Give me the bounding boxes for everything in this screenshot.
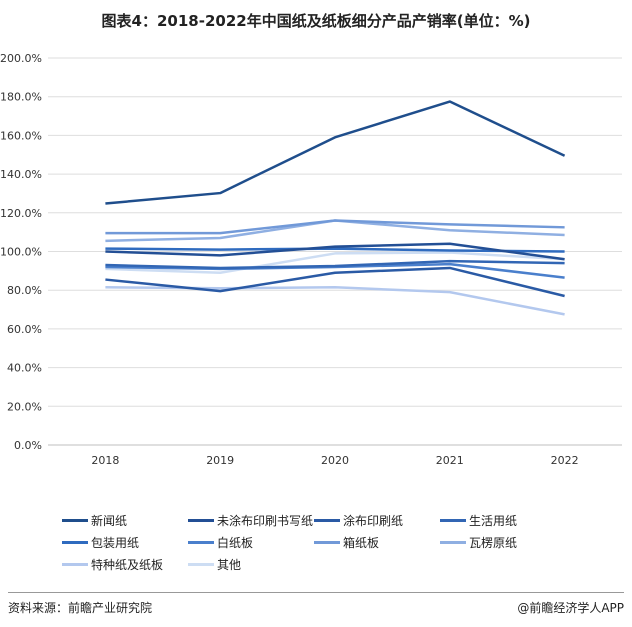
- legend-label: 未涂布印刷书写纸: [217, 513, 314, 528]
- legend-swatch: [188, 540, 214, 544]
- legend-swatch: [440, 540, 466, 544]
- legend-item: 白纸板: [188, 534, 253, 550]
- legend-item: 涂布印刷纸: [314, 512, 403, 528]
- series-lines: [105, 100, 566, 316]
- legend-item: 包装用纸: [62, 534, 139, 550]
- y-tick-label: 140.0%: [0, 168, 42, 181]
- legend-item: 箱纸板: [314, 534, 379, 550]
- legend-swatch: [314, 540, 340, 544]
- x-tick-label: 2020: [321, 454, 349, 467]
- legend-label: 生活用纸: [469, 513, 518, 528]
- x-tick-label: 2021: [436, 454, 464, 467]
- legend-label: 瓦楞原纸: [469, 535, 518, 550]
- y-tick-label: 0.0%: [14, 439, 42, 452]
- legend-swatch: [62, 562, 88, 566]
- x-axis-ticks: 2018 2019 2020 2021 2022: [91, 454, 578, 467]
- legend-item: 未涂布印刷书写纸: [188, 512, 313, 528]
- legend-swatch: [188, 518, 214, 522]
- source-note: 资料来源：前瞻产业研究院: [8, 601, 153, 615]
- y-tick-label: 100.0%: [0, 246, 42, 259]
- legend-item: 新闻纸: [62, 512, 127, 528]
- legend-swatch: [188, 562, 214, 566]
- legend-item: 生活用纸: [440, 512, 517, 528]
- gridlines: [48, 57, 622, 446]
- y-tick-label: 180.0%: [0, 91, 42, 104]
- y-tick-label: 200.0%: [0, 52, 42, 65]
- series-line-包装用纸: [105, 247, 565, 253]
- legend-label: 包装用纸: [91, 535, 140, 550]
- y-tick-label: 60.0%: [7, 323, 42, 336]
- legend-swatch: [440, 518, 466, 522]
- legend-item: 特种纸及纸板: [62, 556, 163, 572]
- x-tick-label: 2018: [91, 454, 119, 467]
- y-tick-label: 160.0%: [0, 129, 42, 142]
- series-line-箱纸板: [105, 219, 565, 235]
- legend-label: 特种纸及纸板: [91, 557, 164, 572]
- x-tick-label: 2022: [551, 454, 579, 467]
- legend-item: 瓦楞原纸: [440, 534, 517, 550]
- legend-swatch: [314, 518, 340, 522]
- legend-label: 新闻纸: [91, 513, 128, 528]
- chart-title: 图表4：2018-2022年中国纸及纸板细分产品产销率(单位：%): [101, 12, 531, 30]
- y-tick-label: 120.0%: [0, 207, 42, 220]
- series-line-其他: [105, 251, 565, 275]
- legend-label: 其他: [217, 557, 242, 572]
- legend-label: 白纸板: [217, 535, 254, 550]
- legend-item: 其他: [188, 556, 241, 572]
- credit-note: @前瞻经济学人APP: [517, 601, 624, 615]
- series-line-涂布印刷纸: [105, 266, 565, 298]
- y-tick-label: 20.0%: [7, 400, 42, 413]
- y-axis-ticks: 0.0% 20.0% 40.0% 60.0% 80.0% 100.0% 120.0% 140.…: [0, 52, 42, 452]
- series-line-生活用纸: [105, 259, 565, 270]
- series-line-特种纸及纸板: [105, 286, 565, 316]
- legend-label: 涂布印刷纸: [343, 513, 404, 528]
- series-line-新闻纸: [105, 100, 566, 205]
- y-tick-label: 80.0%: [7, 284, 42, 297]
- legend-swatch: [62, 540, 88, 544]
- series-line-瓦楞原纸: [105, 219, 565, 243]
- x-tick-label: 2019: [206, 454, 234, 467]
- legend-swatch: [62, 518, 88, 522]
- y-tick-label: 40.0%: [7, 362, 42, 375]
- line-chart: 0.0% 20.0% 40.0% 60.0% 80.0% 100.0% 120.0% 140.…: [0, 52, 622, 467]
- footer-divider: [8, 592, 624, 593]
- series-line-未涂布印刷书写纸: [105, 242, 565, 261]
- legend-label: 箱纸板: [343, 535, 380, 550]
